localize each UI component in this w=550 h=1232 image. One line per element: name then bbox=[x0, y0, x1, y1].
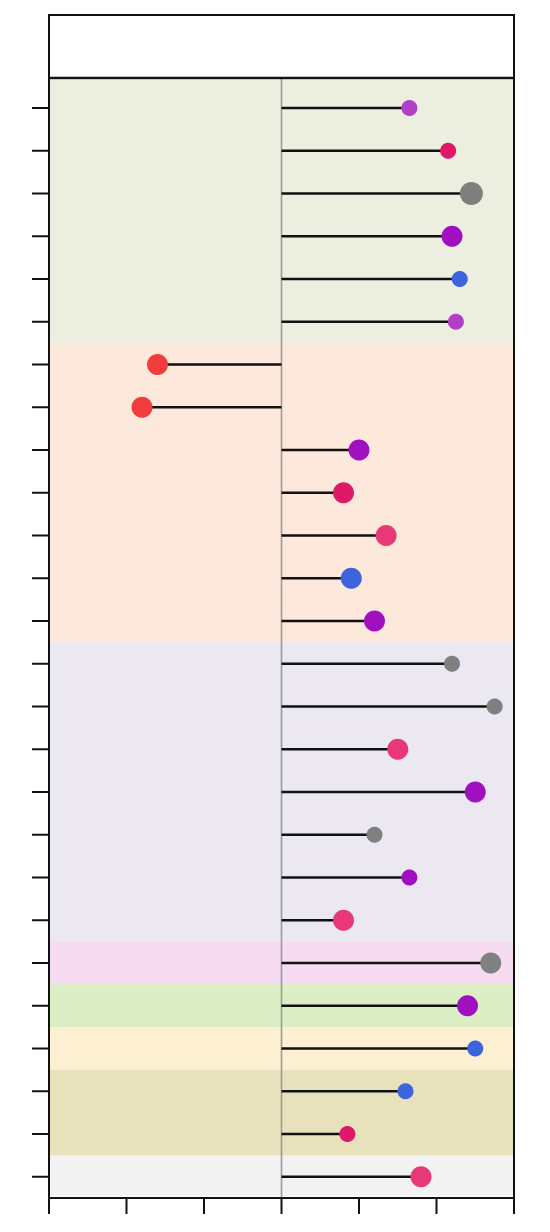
dot-15 bbox=[486, 698, 503, 715]
dot-2 bbox=[440, 142, 457, 159]
dot-7 bbox=[147, 354, 168, 375]
header-strip bbox=[48, 14, 515, 79]
dot-1 bbox=[401, 100, 418, 116]
dot-20 bbox=[333, 909, 354, 931]
dot-13 bbox=[364, 610, 385, 632]
dot-4 bbox=[441, 225, 463, 247]
dots bbox=[131, 100, 503, 1188]
dot-6 bbox=[447, 313, 464, 330]
dot-11 bbox=[375, 525, 397, 546]
dot-24 bbox=[397, 1083, 414, 1100]
dot-5 bbox=[451, 271, 468, 287]
dot-14 bbox=[444, 655, 460, 672]
dot-12 bbox=[340, 567, 362, 589]
stems bbox=[142, 106, 495, 1178]
dot-23 bbox=[467, 1040, 484, 1057]
axes bbox=[32, 15, 515, 1214]
chart-header bbox=[48, 14, 515, 79]
dot-22 bbox=[457, 995, 478, 1017]
dot-21 bbox=[480, 952, 502, 974]
dot-17 bbox=[464, 781, 486, 803]
dot-25 bbox=[339, 1126, 356, 1142]
dot-19 bbox=[401, 869, 418, 886]
dot-26 bbox=[410, 1166, 432, 1188]
dot-9 bbox=[348, 439, 370, 461]
dot-8 bbox=[131, 396, 153, 418]
dot-10 bbox=[333, 482, 354, 504]
dot-18 bbox=[366, 826, 383, 843]
dot-3 bbox=[459, 182, 483, 205]
dot-16 bbox=[387, 738, 409, 760]
